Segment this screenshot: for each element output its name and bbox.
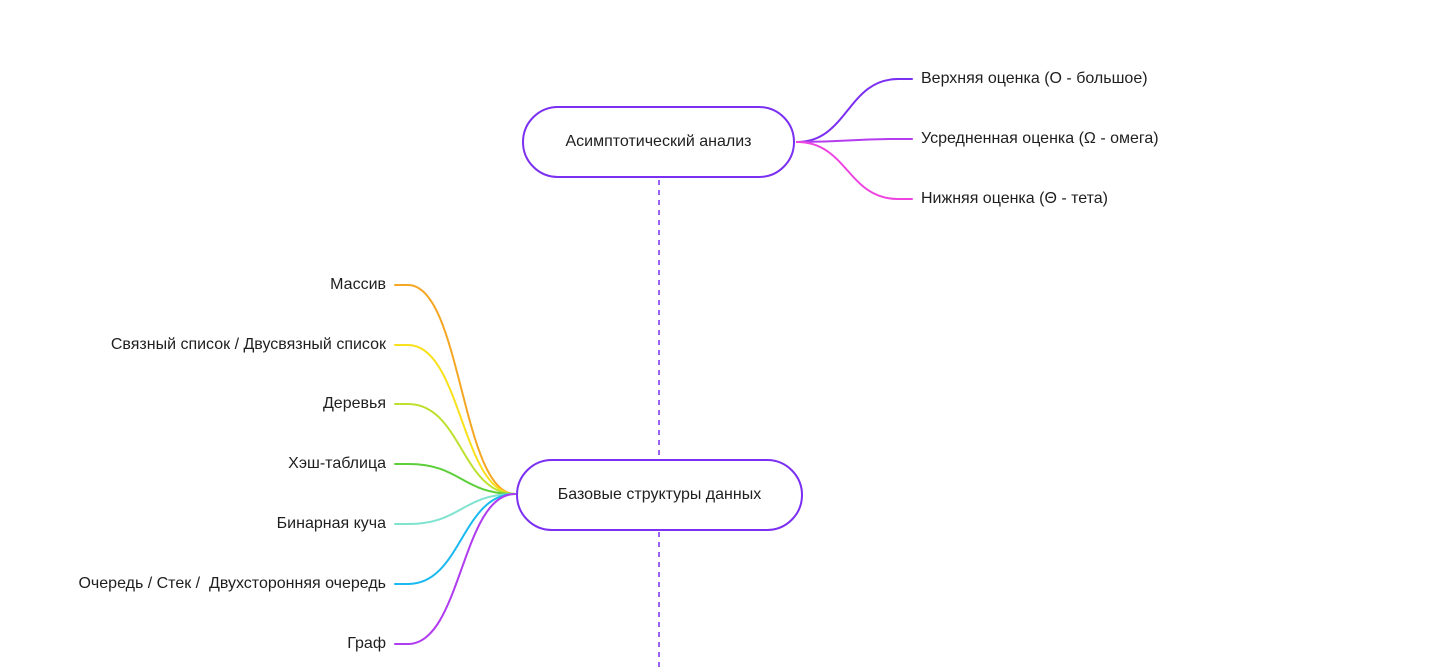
node-data-structures[interactable]: Базовые структуры данных [516, 459, 803, 531]
branch-ds-1 [407, 344, 516, 495]
leaf-upper-bound[interactable]: Верхняя оценка (O - большое) [921, 70, 1148, 87]
leaf-trees[interactable]: Деревья [322, 395, 386, 412]
node-asymptotic-analysis-label: Асимптотический анализ [565, 133, 752, 150]
branch-ds-6 [407, 493, 516, 645]
leaf-linked-list[interactable]: Связный список / Двусвязный список [110, 336, 386, 353]
branch-ds-0 [407, 284, 516, 495]
leaf-array[interactable]: Массив [330, 276, 386, 293]
branch-asym-0 [796, 78, 899, 143]
branch-ds-5 [407, 493, 516, 585]
branch-asym-1 [796, 138, 899, 143]
branch-ds-3 [407, 463, 516, 495]
leaf-graph[interactable]: Граф [347, 635, 386, 652]
branch-ds-2 [407, 403, 516, 495]
branch-ds-4 [407, 493, 516, 525]
node-asymptotic-analysis[interactable]: Асимптотический анализ [522, 106, 795, 178]
leaf-average-bound[interactable]: Усредненная оценка (Ω - омега) [921, 130, 1159, 147]
leaf-binary-heap[interactable]: Бинарная куча [276, 515, 386, 532]
leaf-lower-bound[interactable]: Нижняя оценка (Θ - тета) [921, 190, 1108, 207]
node-data-structures-label: Базовые структуры данных [557, 486, 762, 503]
branch-asym-2 [796, 141, 899, 200]
leaf-queue-stack-deque[interactable]: Очередь / Стек / Двухсторонняя очередь [78, 575, 386, 592]
leaf-hash-table[interactable]: Хэш-таблица [288, 455, 386, 472]
